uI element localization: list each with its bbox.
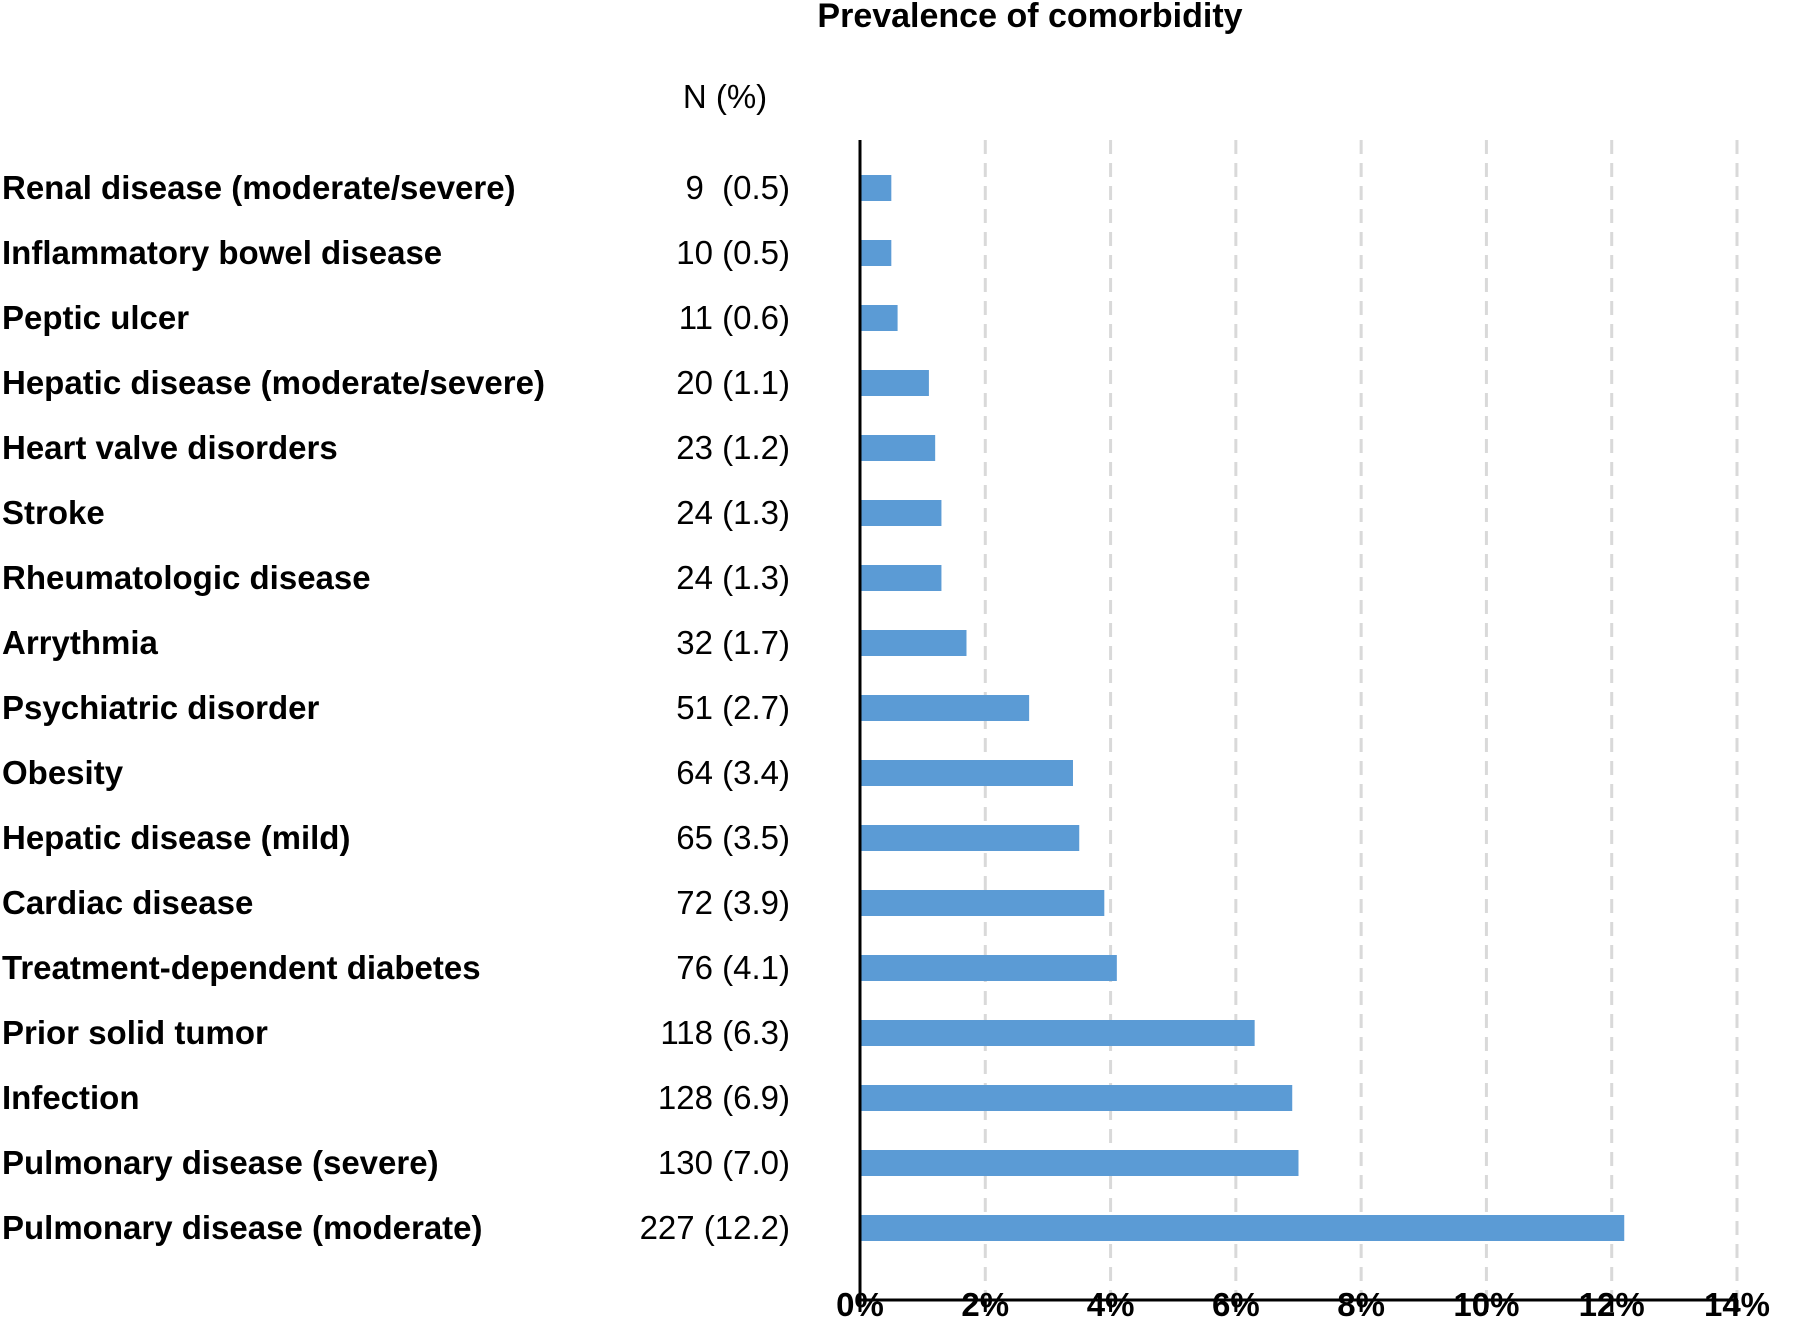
x-tick-label: 4% bbox=[1087, 1286, 1135, 1318]
category-label: Heart valve disorders bbox=[2, 429, 338, 466]
bar bbox=[860, 1020, 1255, 1046]
n-percent-labels: 9 (0.5) 10 (0.5) 11 (0.6) 20 (1.1) 23 (1.2) 2… bbox=[640, 169, 790, 1246]
bar bbox=[860, 305, 898, 331]
bar bbox=[860, 240, 892, 266]
category-label: Renal disease (moderate/severe) bbox=[2, 169, 516, 206]
n-percent-label: 20 (1.1) bbox=[676, 364, 790, 401]
x-tick-label: 6% bbox=[1212, 1286, 1260, 1318]
bar bbox=[860, 1150, 1299, 1176]
n-percent-label: 118 (6.3) bbox=[660, 1014, 790, 1051]
n-percent-label: 65 (3.5) bbox=[676, 819, 790, 856]
n-percent-label: 64 (3.4) bbox=[676, 754, 790, 791]
x-tick-label: 2% bbox=[961, 1286, 1009, 1318]
bar bbox=[860, 825, 1080, 851]
n-percent-label: 128 (6.9) bbox=[658, 1079, 790, 1116]
x-tick-labels: 0% 2% 4% 6% 8% 10% 12% 14% bbox=[836, 1286, 1770, 1318]
bar bbox=[860, 695, 1030, 721]
n-percent-label: 130 (7.0) bbox=[658, 1144, 790, 1181]
bar bbox=[860, 500, 942, 526]
axes bbox=[858, 140, 1739, 1312]
n-percent-label: 51 (2.7) bbox=[676, 689, 790, 726]
gridlines bbox=[983, 140, 1739, 1300]
category-label: Hepatic disease (mild) bbox=[2, 819, 350, 856]
bar bbox=[860, 565, 942, 591]
category-label: Treatment-dependent diabetes bbox=[2, 949, 481, 986]
bar bbox=[860, 435, 936, 461]
category-label: Infection bbox=[2, 1079, 140, 1116]
category-label: Pulmonary disease (severe) bbox=[2, 1144, 439, 1181]
category-label: Arrythmia bbox=[2, 624, 159, 661]
x-tick-label: 14% bbox=[1704, 1286, 1770, 1318]
category-label: Stroke bbox=[2, 494, 105, 531]
category-label: Prior solid tumor bbox=[2, 1014, 268, 1051]
bar bbox=[860, 175, 892, 201]
bar bbox=[860, 955, 1117, 981]
x-tick-label: 0% bbox=[836, 1286, 884, 1318]
category-label: Psychiatric disorder bbox=[2, 689, 319, 726]
category-label: Hepatic disease (moderate/severe) bbox=[2, 364, 545, 401]
x-tick-label: 10% bbox=[1453, 1286, 1519, 1318]
n-percent-label: 76 (4.1) bbox=[676, 949, 790, 986]
category-label: Inflammatory bowel disease bbox=[2, 234, 442, 271]
n-percent-label: 11 (0.6) bbox=[679, 299, 790, 336]
bar bbox=[860, 630, 967, 656]
category-label: Cardiac disease bbox=[2, 884, 253, 921]
bar bbox=[860, 370, 929, 396]
n-percent-label: 32 (1.7) bbox=[676, 624, 790, 661]
bars bbox=[860, 175, 1625, 1241]
category-label: Pulmonary disease (moderate) bbox=[2, 1209, 483, 1246]
category-label: Peptic ulcer bbox=[2, 299, 189, 336]
n-percent-label: 10 (0.5) bbox=[676, 234, 790, 271]
n-percent-label: 9 (0.5) bbox=[685, 169, 790, 206]
bar bbox=[860, 1215, 1625, 1241]
n-percent-label: 227 (12.2) bbox=[640, 1209, 790, 1246]
category-label: Rheumatologic disease bbox=[2, 559, 371, 596]
bar bbox=[860, 890, 1105, 916]
n-percent-label: 24 (1.3) bbox=[676, 559, 790, 596]
chart-title: Prevalence of comorbidity bbox=[817, 0, 1242, 35]
n-percent-label: 72 (3.9) bbox=[676, 884, 790, 921]
x-tick-label: 8% bbox=[1337, 1286, 1385, 1318]
n-percent-label: 23 (1.2) bbox=[676, 429, 790, 466]
n-percent-header: N (%) bbox=[683, 78, 767, 115]
category-label: Obesity bbox=[2, 754, 124, 791]
bar bbox=[860, 1085, 1293, 1111]
category-labels: Renal disease (moderate/severe) Inflammat… bbox=[2, 169, 545, 1246]
x-tick-label: 12% bbox=[1579, 1286, 1645, 1318]
bar bbox=[860, 760, 1073, 786]
n-percent-label: 24 (1.3) bbox=[676, 494, 790, 531]
